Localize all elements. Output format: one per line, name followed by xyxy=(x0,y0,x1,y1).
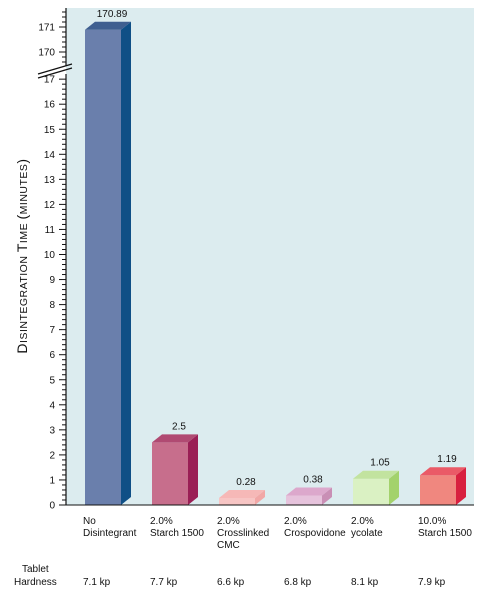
bar-top-1 xyxy=(152,434,198,443)
labels-group: 170.89 No Disintegrant 2.5 2.0% Starch 1500 0.… xyxy=(83,9,472,551)
value-label-5: 1.19 xyxy=(437,454,457,465)
y-axis-label: DISINTEGRATION TIME (MINUTES) xyxy=(14,158,30,353)
bar-0 xyxy=(85,21,131,505)
bar-top-3 xyxy=(286,487,332,496)
category-label-4: 2.0% ycolate xyxy=(351,516,383,539)
axis-break-mark xyxy=(37,67,73,79)
bar-top-4 xyxy=(353,470,399,479)
bar-2 xyxy=(219,489,265,505)
hardness-label: Tablet Hardness xyxy=(14,564,57,588)
y-tick-label: 11 xyxy=(45,225,56,236)
plot-background xyxy=(66,8,474,505)
value-label-0: 170.89 xyxy=(97,9,128,20)
y-tick-label: 8 xyxy=(49,300,55,311)
bar-5 xyxy=(420,467,466,505)
tablet-hardness-row: Tablet Hardness 7.1 kp 7.7 kp 6.6 kp 6.8 kp 8.… xyxy=(14,564,446,588)
category-label-5: 10.0% Starch 1500 xyxy=(418,516,472,539)
value-label-2: 0.28 xyxy=(236,477,256,488)
y-tick-label: 9 xyxy=(49,275,55,286)
hardness-value-0: 7.1 kp xyxy=(83,577,111,588)
y-tick-label: 2 xyxy=(49,450,55,461)
category-label-1: 2.0% Starch 1500 xyxy=(150,516,204,539)
bar-side-3 xyxy=(322,487,332,505)
y-tick-label: 14 xyxy=(44,150,56,161)
bar-top-2 xyxy=(219,489,265,498)
value-label-4: 1.05 xyxy=(370,458,390,469)
category-label-0: No Disintegrant xyxy=(83,516,137,539)
axis-break-mark xyxy=(37,63,73,75)
bar-front-4 xyxy=(353,478,389,505)
y-tick-label: 0 xyxy=(49,501,55,512)
y-tick-label: 3 xyxy=(49,425,55,436)
bar-side-5 xyxy=(456,467,466,505)
bar-4 xyxy=(353,470,399,505)
bar-side-2 xyxy=(255,489,265,505)
bar-side-0 xyxy=(121,21,131,505)
category-label-3: 2.0% Crospovidone xyxy=(284,516,346,539)
bar-top-5 xyxy=(420,467,466,476)
y-tick-label: 6 xyxy=(49,350,55,361)
hardness-value-3: 6.8 kp xyxy=(284,577,312,588)
y-tick-label: 17 xyxy=(44,75,56,86)
value-label-3: 0.38 xyxy=(303,474,323,485)
bar-1 xyxy=(152,434,198,505)
y-tick-label: 12 xyxy=(44,200,56,211)
bars-group xyxy=(85,21,466,505)
hardness-value-1: 7.7 kp xyxy=(150,577,178,588)
y-tick-label: 170 xyxy=(38,48,55,59)
y-tick-label: 10 xyxy=(44,250,56,261)
bar-side-4 xyxy=(389,470,399,505)
hardness-value-2: 6.6 kp xyxy=(217,577,245,588)
bar-front-5 xyxy=(420,475,456,505)
bar-front-2 xyxy=(219,497,255,505)
y-tick-label: 16 xyxy=(44,100,56,111)
y-tick-label: 13 xyxy=(44,175,56,186)
bar-front-3 xyxy=(286,495,322,505)
value-label-1: 2.5 xyxy=(172,421,186,432)
y-tick-label: 5 xyxy=(49,375,55,386)
hardness-value-4: 8.1 kp xyxy=(351,577,379,588)
y-tick-label: 7 xyxy=(49,325,55,336)
bar-top-0 xyxy=(85,21,131,30)
bar-front-0 xyxy=(85,29,121,505)
y-tick-label: 4 xyxy=(49,400,55,411)
bar-3 xyxy=(286,487,332,505)
bar-front-1 xyxy=(152,442,188,505)
bar-side-1 xyxy=(188,434,198,505)
hardness-value-5: 7.9 kp xyxy=(418,577,446,588)
y-tick-label: 15 xyxy=(44,125,56,136)
y-tick-label: 171 xyxy=(38,23,55,34)
y-tick-label: 1 xyxy=(49,475,55,486)
category-label-2: 2.0% Crosslinked CMC xyxy=(217,516,269,551)
